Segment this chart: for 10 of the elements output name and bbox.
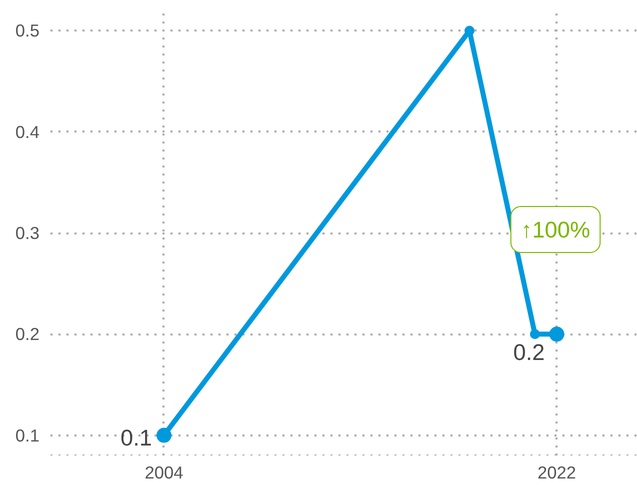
x-tick-label: 2004 — [144, 462, 184, 482]
y-tick-label: 0.1 — [15, 425, 40, 446]
data-label: 0.2 — [513, 339, 545, 366]
annotation: ↑100% — [520, 216, 590, 242]
y-tick-label: 0.2 — [15, 324, 40, 344]
data-label: 0.1 — [120, 424, 152, 450]
y-tick-label: 0.3 — [15, 223, 40, 243]
x-tick-label: 2022 — [537, 462, 576, 482]
y-tick-label: 0.4 — [15, 122, 40, 142]
y-tick-label: 0.5 — [15, 20, 40, 41]
